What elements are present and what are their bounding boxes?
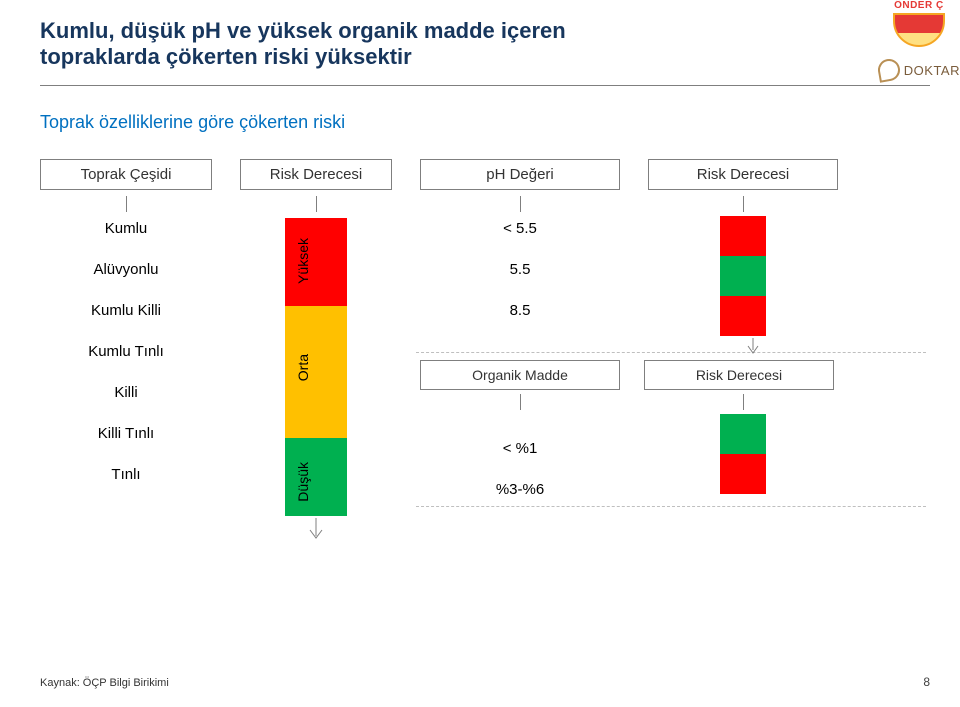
column-headers: Toprak Çeşidi Risk Derecesi pH Değeri Ri… [40, 159, 930, 190]
tick-risk1 [316, 196, 317, 212]
ph-value: < 5.5 [420, 220, 620, 237]
soil-item: Kumlu Tınlı [40, 343, 212, 360]
page-number: 8 [923, 675, 930, 689]
header-organic-matter: Organik Madde [420, 360, 620, 390]
om-risk-seg [720, 454, 766, 494]
om-values: < %1 %3-%6 [420, 440, 620, 498]
body-grid: Kumlu Alüvyonlu Kumlu Killi Kumlu Tınlı … [40, 196, 930, 576]
ph-risk-seg [720, 256, 766, 296]
onder-logo-text: ÖNDER Ç [894, 0, 944, 11]
ph-value: 8.5 [420, 302, 620, 319]
soil-item: Alüvyonlu [40, 261, 212, 278]
subtitle: Toprak özelliklerine göre çökerten riski [40, 112, 930, 133]
tick-soil [126, 196, 127, 212]
risk-label-high: Yüksek [295, 238, 311, 284]
ph-arrow-down-icon [743, 338, 763, 363]
header-soil-type: Toprak Çeşidi [40, 159, 212, 190]
soil-item: Killi Tınlı [40, 425, 212, 442]
tick-ph [520, 196, 521, 212]
risk-stack: Yüksek Orta Düşük [285, 218, 347, 516]
header-risk-1: Risk Derecesi [240, 159, 392, 190]
om-value: < %1 [420, 440, 620, 457]
ph-risk-seg [720, 296, 766, 336]
risk-label-low: Düşük [295, 462, 311, 502]
om-headers: Organik Madde Risk Derecesi [420, 360, 834, 390]
slide-root: ÖNDER Ç DOKTAR Kumlu, düşük pH ve yüksek… [0, 0, 960, 707]
ph-value: 5.5 [420, 261, 620, 278]
title-rule [40, 85, 930, 86]
soil-item: Tınlı [40, 466, 212, 483]
slide-title: Kumlu, düşük pH ve yüksek organik madde … [40, 18, 680, 71]
ph-values: < 5.5 5.5 8.5 [420, 220, 620, 319]
soil-column: Kumlu Alüvyonlu Kumlu Killi Kumlu Tınlı … [40, 196, 212, 483]
header-risk-2: Risk Derecesi [648, 159, 838, 190]
doktar-mark-icon [876, 57, 901, 82]
om-value: %3-%6 [420, 481, 620, 498]
soil-item: Kumlu [40, 220, 212, 237]
tick-risk2 [743, 196, 744, 212]
header-om-risk: Risk Derecesi [644, 360, 834, 390]
tick-om-risk [743, 394, 744, 410]
risk-arrow-down-icon [304, 518, 328, 547]
soil-item: Kumlu Killi [40, 302, 212, 319]
doktar-wordmark: DOKTAR [904, 63, 960, 78]
ph-column: < 5.5 5.5 8.5 Organik Madde Risk Dereces… [420, 196, 620, 319]
dashed-top [416, 352, 926, 353]
header-ph: pH Değeri [420, 159, 620, 190]
risk-label-mid: Orta [295, 354, 311, 381]
ph-risk-stack [720, 216, 766, 336]
doktar-logo: DOKTAR [878, 59, 960, 81]
onder-logo-badge [893, 13, 945, 47]
om-risk-stack [720, 414, 766, 494]
source-citation: Kaynak: ÖÇP Bilgi Birikimi [40, 677, 169, 689]
soil-item: Killi [40, 384, 212, 401]
tick-om [520, 394, 521, 410]
ph-risk-seg [720, 216, 766, 256]
logo-block: ÖNDER Ç DOKTAR [878, 0, 960, 81]
soil-list: Kumlu Alüvyonlu Kumlu Killi Kumlu Tınlı … [40, 220, 212, 483]
om-risk-seg [720, 414, 766, 454]
dashed-bottom [416, 506, 926, 507]
